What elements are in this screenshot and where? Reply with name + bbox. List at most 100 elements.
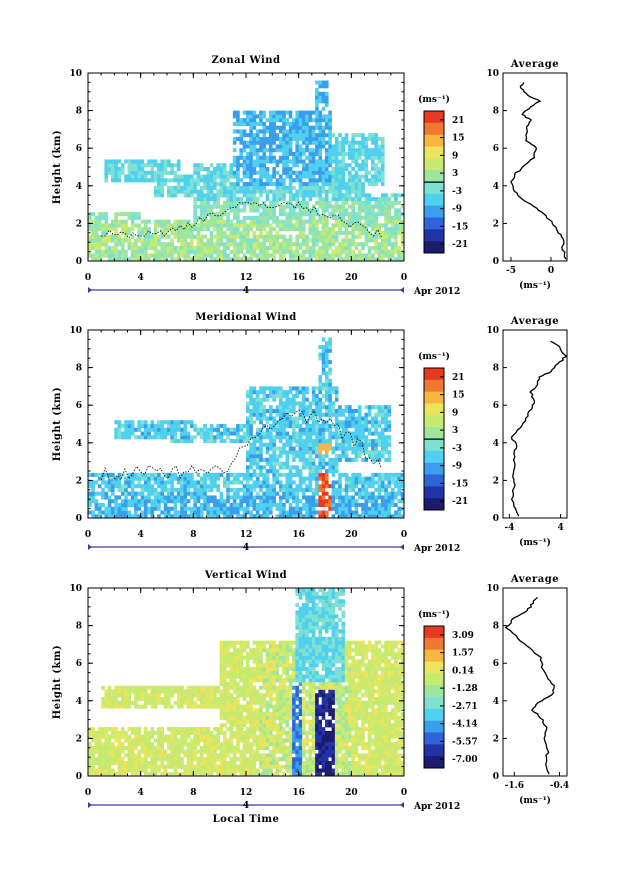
heatmap-cell xyxy=(203,472,207,477)
heatmap-cell xyxy=(124,484,128,489)
heatmap-cell xyxy=(338,182,342,187)
heatmap-cell xyxy=(124,427,128,432)
heatmap-cell xyxy=(357,193,362,198)
heatmap-cell xyxy=(298,257,303,262)
heatmap-cell xyxy=(249,249,253,254)
heatmap-cell xyxy=(246,230,250,235)
colorbar-tick-label: -9 xyxy=(452,462,462,472)
heatmap-cell xyxy=(331,424,336,429)
heatmap-cell xyxy=(137,212,141,217)
heatmap-cell xyxy=(305,499,309,504)
heatmap-cell xyxy=(196,257,201,262)
heatmap-cell xyxy=(259,408,263,414)
heatmap-cell xyxy=(219,189,224,194)
heatmap-cell xyxy=(143,745,148,750)
heatmap-cell xyxy=(143,476,148,481)
heatmap-cell xyxy=(226,212,230,217)
heatmap-cell xyxy=(199,227,204,232)
heatmap-cell xyxy=(325,163,329,168)
heatmap-cell xyxy=(265,249,270,254)
heatmap-cell xyxy=(226,197,230,202)
heatmap-cell xyxy=(206,514,211,519)
heatmap-cell xyxy=(111,734,115,739)
heatmap-cell xyxy=(134,427,138,432)
heatmap-cell xyxy=(153,480,158,485)
heatmap-cell xyxy=(292,397,296,402)
heatmap-cell xyxy=(190,439,194,444)
heatmap-cell xyxy=(380,193,385,198)
heatmap-cell xyxy=(236,163,240,168)
heatmap-cell xyxy=(114,245,118,251)
heatmap-cell xyxy=(150,499,155,504)
heatmap-cell xyxy=(259,457,263,462)
heatmap-cell xyxy=(249,242,253,247)
heatmap-cell xyxy=(153,693,158,698)
heatmap-cell xyxy=(318,439,323,444)
heatmap-cell xyxy=(318,469,323,474)
heatmap-cell xyxy=(265,204,270,209)
heatmap-cell xyxy=(232,499,237,504)
heatmap-cell xyxy=(354,491,359,496)
heatmap-cell xyxy=(209,495,214,500)
x-tick-label: 12 xyxy=(240,530,253,540)
heatmap-cell xyxy=(282,234,286,239)
heatmap-cell xyxy=(387,491,392,496)
heatmap-cell xyxy=(288,144,293,149)
heatmap-cell xyxy=(193,689,197,694)
colorbar-segment xyxy=(424,409,444,416)
heatmap-cell xyxy=(394,219,398,224)
heatmap-cell xyxy=(278,435,283,440)
heatmap-cell xyxy=(292,408,296,414)
heatmap-cell xyxy=(305,204,309,209)
heatmap-cell xyxy=(120,491,125,496)
heatmap-cell xyxy=(176,738,181,743)
heatmap-cell xyxy=(367,148,372,153)
heatmap-cell xyxy=(344,185,349,190)
heatmap-cell xyxy=(114,484,118,489)
heatmap-cell xyxy=(259,118,263,123)
heatmap-cell xyxy=(249,155,253,160)
heatmap-cell xyxy=(272,197,276,202)
heatmap-cell xyxy=(199,193,204,198)
heatmap-cell xyxy=(150,491,155,496)
heatmap-cell xyxy=(288,189,293,194)
heatmap-cell xyxy=(242,238,247,243)
heatmap-cell xyxy=(315,170,319,175)
heatmap-cell xyxy=(186,435,191,440)
heatmap-cell xyxy=(117,223,122,228)
heatmap-cell xyxy=(351,484,355,489)
heatmap-cell xyxy=(150,435,155,440)
heatmap-cell xyxy=(305,163,309,168)
heatmap-cell xyxy=(275,472,280,477)
heatmap-cell xyxy=(387,442,392,447)
heatmap-cell xyxy=(272,487,276,492)
heatmap-cell xyxy=(246,121,250,126)
heatmap-cell xyxy=(295,442,299,447)
heatmap-cell xyxy=(199,197,204,202)
heatmap-cell xyxy=(140,689,145,694)
heatmap-cell xyxy=(334,223,339,228)
heatmap-cell xyxy=(380,499,385,504)
heatmap-cell xyxy=(259,140,263,145)
heatmap-cell xyxy=(394,245,398,251)
heatmap-cell xyxy=(321,159,326,164)
heatmap-cell xyxy=(255,197,260,202)
heatmap-cell xyxy=(226,245,230,251)
heatmap-cell xyxy=(288,253,293,258)
heatmap-cell xyxy=(180,749,184,754)
heatmap-cell xyxy=(325,189,329,194)
heatmap-cell xyxy=(190,435,194,440)
heatmap-cell xyxy=(278,461,283,466)
heatmap-cell xyxy=(311,140,316,145)
heatmap-cell xyxy=(374,454,378,459)
heatmap-cell xyxy=(213,170,217,175)
heatmap-cell xyxy=(301,390,306,395)
heatmap-cell xyxy=(153,685,158,690)
heatmap-cell xyxy=(354,227,359,232)
heatmap-cell xyxy=(124,495,128,500)
heatmap-cell xyxy=(371,442,375,447)
heatmap-cell xyxy=(334,136,339,141)
heatmap-cell xyxy=(371,253,375,258)
heatmap-cell xyxy=(315,465,319,470)
heatmap-cell xyxy=(341,208,346,213)
